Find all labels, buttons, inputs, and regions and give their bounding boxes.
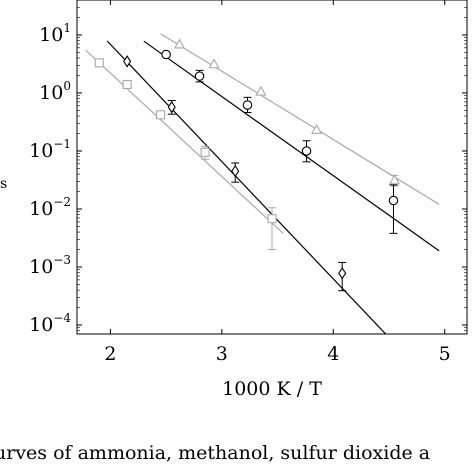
- data-markers: [94, 38, 401, 280]
- data-point-diamond: [167, 100, 176, 114]
- data-point-triangle: [389, 174, 401, 185]
- data-point-square: [156, 110, 166, 120]
- data-point-square: [200, 147, 210, 157]
- data-point-diamond: [123, 55, 132, 68]
- x-tick-label: 4: [327, 343, 339, 365]
- error-bars: [167, 69, 399, 292]
- x-tick-label: 5: [439, 343, 451, 365]
- data-point-square: [267, 214, 277, 224]
- data-point-triangle: [255, 85, 267, 96]
- x-tick-label: 2: [104, 343, 116, 365]
- y-tick-label: 100: [39, 79, 71, 104]
- data-point-square: [94, 58, 104, 68]
- x-axis-title: 1000 K / T: [222, 378, 322, 400]
- data-point-circle: [161, 49, 171, 60]
- y-tick-label: 10−2: [29, 195, 71, 220]
- data-point-triangle: [208, 58, 220, 69]
- y-axis-title-fragment: s: [0, 176, 8, 192]
- figure-caption: urves of ammonia, methanol, sulfur dioxi…: [0, 442, 431, 464]
- fit-line-diamond: [106, 40, 387, 334]
- data-point-circle: [388, 195, 399, 206]
- data-point-triangle: [311, 123, 323, 134]
- y-tick-label: 10−1: [29, 137, 71, 162]
- x-tick-label: 3: [216, 343, 228, 365]
- fit-line-square: [85, 50, 284, 234]
- data-point-diamond: [231, 164, 240, 178]
- fit-line-circle: [143, 40, 440, 252]
- y-tick-label: 101: [39, 21, 71, 46]
- y-tick-label: 10−4: [29, 311, 71, 336]
- data-point-triangle: [173, 38, 186, 49]
- data-point-circle: [301, 146, 312, 156]
- y-axis-ticks: 10−4 10−3 10−2 10−1 100 101: [29, 0, 467, 336]
- x-axis-ticks: 2 3 4 5: [104, 0, 451, 365]
- fit-line-triangle: [160, 33, 440, 205]
- data-point-square: [122, 79, 132, 90]
- data-point-diamond: [338, 267, 347, 280]
- y-tick-label: 10−3: [29, 253, 71, 278]
- fit-lines: [85, 33, 440, 334]
- data-point-circle: [242, 100, 253, 110]
- data-point-circle: [194, 71, 205, 81]
- plot-frame: [76, 0, 468, 335]
